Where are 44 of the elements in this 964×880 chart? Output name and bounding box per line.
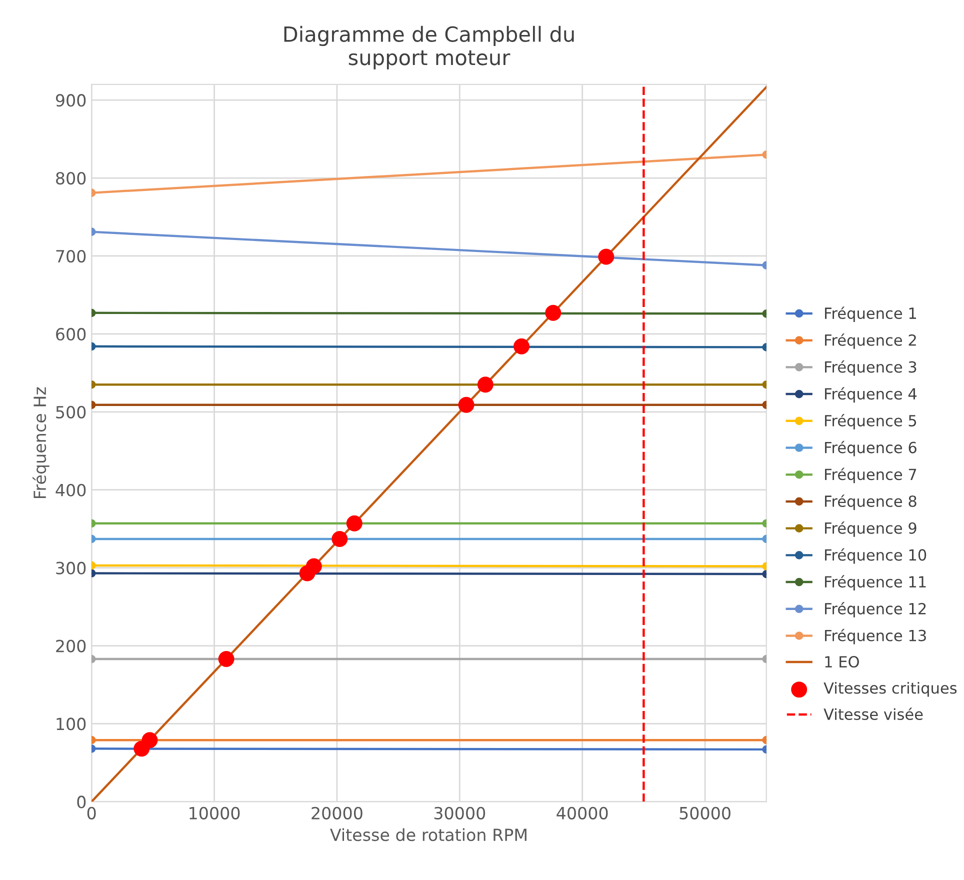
- point: [514, 338, 530, 354]
- point: [598, 248, 614, 265]
- x-axis-title: Vitesse de rotation RPM: [330, 828, 526, 842]
- legend-label: Fréquence 11: [825, 575, 926, 591]
- legend-label: Fréquence 5: [825, 414, 916, 430]
- legend-label: Fréquence 1: [825, 306, 916, 322]
- point: [306, 558, 322, 574]
- legend-label: Fréquence 4: [825, 387, 917, 403]
- point: [545, 304, 562, 321]
- y-tick-label: 300: [56, 562, 86, 574]
- y-tick-label: 900: [56, 94, 86, 107]
- y-tick-label: 800: [56, 172, 86, 185]
- y-tick-label: 200: [56, 640, 86, 652]
- x-tick-label: 0: [87, 806, 96, 820]
- x-tick-label: 20000: [312, 806, 362, 820]
- legend-label: Fréquence 7: [825, 468, 916, 484]
- y-tick-label: 100: [56, 718, 86, 730]
- legend-label: Fréquence 6: [825, 440, 916, 456]
- y-tick-label: 600: [56, 328, 86, 341]
- legend-label: 1 EO: [825, 656, 859, 668]
- legend-label: Fréquence 12: [825, 602, 926, 618]
- y-axis-title: Fréquence Hz: [32, 387, 50, 498]
- point: [218, 651, 234, 667]
- point: [346, 515, 362, 532]
- legend-label: Vitesse visée: [824, 708, 923, 720]
- legend-label: Fréquence 10: [825, 548, 926, 564]
- x-tick-label: 30000: [434, 806, 486, 820]
- chart-title: Diagramme de Campbell du support moteur: [284, 26, 574, 70]
- x-tick-label: 40000: [556, 806, 608, 820]
- legend-label: Fréquence 3: [825, 360, 916, 376]
- point: [477, 376, 494, 393]
- y-tick-label: 500: [56, 406, 86, 418]
- legend-label: Fréquence 8: [825, 494, 916, 510]
- legend-label: Vitesses critiques: [824, 682, 957, 697]
- legend-label: Fréquence 2: [825, 333, 916, 349]
- y-tick-label: 700: [56, 250, 86, 263]
- legend-label: Fréquence 9: [825, 521, 916, 537]
- y-tick-label: 0: [77, 796, 86, 808]
- point: [332, 530, 348, 547]
- point: [458, 396, 474, 413]
- y-tick-label: 400: [56, 484, 86, 496]
- x-tick-label: 10000: [190, 806, 240, 820]
- legend-label: Fréquence 13: [825, 628, 926, 644]
- x-tick-label: 50000: [680, 806, 730, 820]
